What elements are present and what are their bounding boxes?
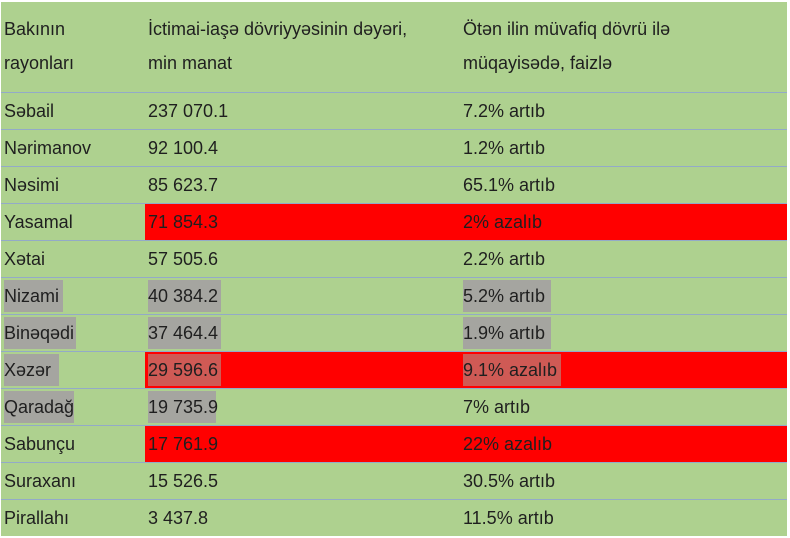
table-row: Suraxanı 15 526.5 30.5% artıb [1, 462, 787, 500]
decrease-highlight: 9.1% azalıb [460, 352, 787, 389]
table-row: Səbail 237 070.1 7.2% artıb [1, 92, 787, 130]
table-row: Nizami 40 384.2 5.2% artıb [1, 277, 787, 315]
district-name: Nizami [4, 280, 64, 312]
change-percent: 7.2% artıb [463, 101, 546, 121]
table-row: Xətai 57 505.6 2.2% artıb [1, 240, 787, 278]
decrease-highlight: 17 761.9 [145, 426, 460, 463]
district-name: Pirallahı [4, 508, 70, 528]
change-percent: 5.2% artıb [463, 280, 552, 312]
turnover-value: 40 384.2 [148, 280, 222, 312]
turnover-value: 92 100.4 [148, 138, 219, 158]
turnover-value: 85 623.7 [148, 175, 219, 195]
district-name: Yasamal [4, 212, 73, 232]
table-row: Sabunçu 17 761.9 22% azalıb [1, 425, 787, 463]
change-percent: 7% artıb [463, 397, 531, 417]
table-row: Pirallahı 3 437.8 11.5% artıb [1, 499, 787, 537]
district-name: Nəsimi [4, 175, 60, 195]
turnover-value: 17 761.9 [148, 434, 219, 454]
turnover-value: 15 526.5 [148, 471, 219, 491]
decrease-highlight: 71 854.3 [145, 204, 460, 241]
district-name: Qaradağ [4, 391, 75, 423]
header-district-label: Bakının rayonları [4, 19, 75, 73]
change-percent: 1.9% artıb [463, 317, 552, 349]
partial-selection [148, 391, 216, 423]
district-name: Sabunçu [4, 434, 76, 454]
change-percent: 11.5% artıb [463, 508, 554, 528]
decrease-highlight: 29 596.6 [145, 352, 460, 389]
turnover-value: 3 437.8 [148, 508, 209, 528]
district-name: Səbail [4, 101, 55, 121]
header-value-label: İctimai-iaşə dövriyyəsinin dəyəri, min m… [148, 19, 408, 73]
decrease-highlight: 2% azalıb [460, 204, 787, 241]
table-row: Xəzər 29 596.6 9.1% azalıb [1, 351, 787, 389]
change-percent: 22% azalıb [463, 434, 553, 454]
turnover-value: 71 854.3 [148, 212, 219, 232]
table-row: Nərimanov 92 100.4 1.2% artıb [1, 129, 787, 167]
change-percent: 9.1% azalıb [463, 354, 562, 386]
table-header-row: Bakının rayonları İctimai-iaşə dövriyyəs… [1, 2, 787, 92]
change-percent: 30.5% artıb [463, 471, 556, 491]
district-name: Xətai [4, 249, 46, 269]
change-percent: 2% azalıb [463, 212, 543, 232]
district-name: Nərimanov [4, 138, 92, 158]
header-cell-district: Bakının rayonları [1, 2, 145, 92]
change-percent: 2.2% artıb [463, 249, 546, 269]
turnover-value: 57 505.6 [148, 249, 219, 269]
table-row: Binəqədi 37 464.4 1.9% artıb [1, 314, 787, 352]
turnover-value: 29 596.6 [148, 354, 222, 386]
district-name: Binəqədi [4, 317, 77, 349]
change-percent: 1.2% artıb [463, 138, 546, 158]
turnover-value: 37 464.4 [148, 317, 222, 349]
table-row: Yasamal 71 854.3 2% azalıb [1, 203, 787, 241]
district-name: Suraxanı [4, 471, 77, 491]
decrease-highlight: 22% azalıb [460, 426, 787, 463]
header-cell-value: İctimai-iaşə dövriyyəsinin dəyəri, min m… [145, 2, 460, 92]
turnover-value: 237 070.1 [148, 101, 229, 121]
header-cell-change: Ötən ilin müvafiq dövrü ilə müqayisədə, … [460, 2, 787, 92]
district-name: Xəzər [4, 354, 60, 386]
table-row: Nəsimi 85 623.7 65.1% artıb [1, 166, 787, 204]
turnover-value: 19 735.9 [148, 397, 219, 417]
change-percent: 65.1% artıb [463, 175, 556, 195]
header-change-label: Ötən ilin müvafiq dövrü ilə müqayisədə, … [463, 19, 671, 73]
table-row: Qaradağ 19 735.9 7% artıb [1, 388, 787, 426]
